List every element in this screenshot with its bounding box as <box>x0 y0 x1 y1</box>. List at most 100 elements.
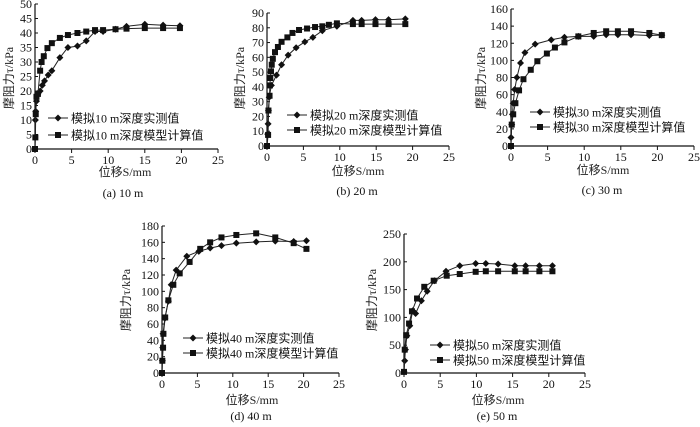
y-tick-label: 60 <box>252 50 264 64</box>
legend-marker-square <box>190 350 196 356</box>
data-point-square <box>160 344 167 351</box>
legend-marker-square <box>437 357 443 363</box>
data-point-square <box>289 29 296 36</box>
legend-label: 模拟50 m深度实测值 <box>453 338 561 353</box>
legend-label: 模拟10 m深度实测值 <box>71 111 179 126</box>
data-point-square <box>512 100 519 107</box>
y-tick-label: 40 <box>252 80 264 94</box>
data-point-square <box>536 268 543 275</box>
x-tick-label: 25 <box>443 150 455 164</box>
data-point-square <box>32 146 38 152</box>
data-point-square <box>414 295 421 302</box>
data-point-square <box>207 239 214 246</box>
x-tick-label: 0 <box>159 377 165 391</box>
y-axis-label: 摩阻力τ/kPa <box>118 268 133 331</box>
data-point-diamond <box>401 15 409 23</box>
y-tick-label: 50 <box>20 0 32 11</box>
data-point-diamond <box>217 242 225 250</box>
data-point-diamond <box>513 74 521 81</box>
y-tick-label: 40 <box>20 26 32 40</box>
y-tick-label: 20 <box>147 350 159 364</box>
x-tick-label: 20 <box>543 377 555 391</box>
data-point-square <box>83 28 90 35</box>
y-tick-label: 140 <box>141 252 159 266</box>
panel-caption: (d) 40 m <box>230 409 272 423</box>
legend-marker-diamond <box>536 108 544 116</box>
data-point-diamond <box>560 33 568 41</box>
panel-caption: (a) 10 m <box>103 186 144 200</box>
x-tick-label: 20 <box>407 150 419 164</box>
legend-label: 模拟30 m深度模型计算值 <box>553 120 685 135</box>
y-tick-label: 0 <box>258 139 264 153</box>
y-tick-label: 20 <box>496 122 508 136</box>
data-point-diamond <box>547 36 555 44</box>
x-tick-label: 25 <box>688 150 700 164</box>
data-point-square <box>268 68 275 75</box>
data-point-diamond <box>517 59 525 67</box>
y-axis-label: 摩阻力τ/kPa <box>364 268 379 331</box>
data-point-diamond <box>82 37 90 45</box>
data-point-square <box>274 43 281 50</box>
data-point-square <box>278 38 285 45</box>
data-point-square <box>159 357 166 364</box>
y-tick-label: 20 <box>20 84 32 98</box>
data-point-square <box>303 245 310 252</box>
y-tick-label: 15 <box>20 99 32 113</box>
data-point-square <box>456 271 463 278</box>
data-point-square <box>406 320 413 327</box>
x-tick-label: 10 <box>102 153 114 167</box>
data-point-diamond <box>522 262 530 270</box>
x-tick-label: 20 <box>298 377 310 391</box>
data-point-square <box>264 143 270 149</box>
y-tick-label: 50 <box>252 65 264 79</box>
panel-caption: (b) 20 m <box>336 184 378 198</box>
data-point-square <box>401 368 407 375</box>
y-tick-label: 0 <box>153 366 159 380</box>
legend-label: 模拟20 m深度实测值 <box>310 108 418 123</box>
data-point-square <box>170 281 177 288</box>
x-tick-label: 10 <box>334 150 346 164</box>
data-point-square <box>269 55 276 62</box>
y-tick-label: 50 <box>389 338 401 352</box>
data-point-square <box>575 33 582 40</box>
y-tick-label: 250 <box>383 227 401 241</box>
x-axis-label: 位移S/mm <box>226 392 279 407</box>
data-point-square <box>197 245 204 252</box>
y-tick-label: 25 <box>20 70 32 84</box>
data-point-square <box>333 20 340 27</box>
y-tick-label: 40 <box>496 105 508 119</box>
data-point-square <box>614 28 621 35</box>
legend-marker-diamond <box>189 334 197 342</box>
y-axis-label: 摩阻力τ/kPa <box>473 46 488 109</box>
data-point-square <box>549 268 556 275</box>
x-axis-label: 位移S/mm <box>332 163 385 178</box>
data-point-square <box>56 34 63 41</box>
y-tick-label: 10 <box>252 124 264 138</box>
y-tick-label: 100 <box>383 310 401 324</box>
data-point-square <box>508 143 514 149</box>
data-point-diamond <box>44 71 52 79</box>
data-point-square <box>265 107 272 114</box>
data-point-square <box>74 30 81 36</box>
legend-label: 模拟30 m深度实测值 <box>553 105 661 120</box>
legend-marker-square <box>55 132 61 138</box>
data-point-square <box>520 76 527 83</box>
legend-label: 模拟40 m深度模型计算值 <box>206 346 338 361</box>
data-point-square <box>176 270 183 277</box>
y-tick-label: 30 <box>20 55 32 69</box>
data-point-diamond <box>309 33 317 41</box>
data-point-diamond <box>272 71 280 79</box>
y-axis-label: 摩阻力τ/kPa <box>1 46 16 109</box>
x-tick-label: 20 <box>651 150 663 164</box>
data-point-diamond <box>511 262 519 270</box>
y-axis-label: 摩阻力τ/kPa <box>232 46 247 109</box>
data-point-diamond <box>73 42 81 50</box>
y-tick-label: 160 <box>141 235 159 249</box>
data-point-square <box>534 58 541 65</box>
x-tick-label: 20 <box>175 153 187 167</box>
y-tick-label: 0 <box>26 142 32 156</box>
data-point-square <box>92 27 99 34</box>
data-point-square <box>561 39 568 46</box>
y-tick-label: 20 <box>252 109 264 123</box>
